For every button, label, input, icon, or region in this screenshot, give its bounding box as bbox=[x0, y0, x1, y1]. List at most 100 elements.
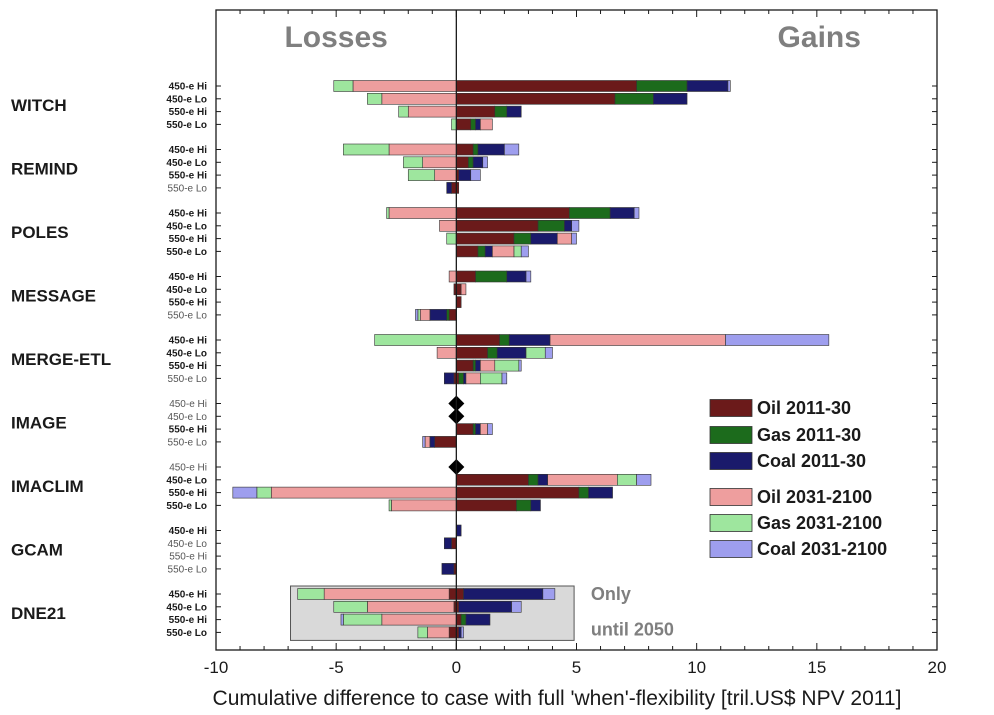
bar-segment-gas-2031-2100 bbox=[446, 232, 457, 245]
bar-segment-coal-2011-30 bbox=[463, 372, 467, 385]
note-label-until: until 2050 bbox=[591, 619, 674, 639]
bar-segment-coal-2011-30 bbox=[446, 182, 452, 194]
row-label: 550-e Lo bbox=[168, 310, 208, 321]
bar-segment-gas-2011-30 bbox=[537, 220, 565, 232]
bar-segment-gas-2011-30 bbox=[472, 423, 476, 435]
bar-segment-gas-2031-2100 bbox=[494, 359, 520, 372]
bar-segment-coal-2011-30 bbox=[465, 613, 491, 626]
ticks-layer: -10 -5 0 5 10 15 20 bbox=[204, 10, 947, 677]
x-tick-label: 15 bbox=[807, 658, 826, 677]
bar-segment-oil-2011-30 bbox=[456, 207, 570, 219]
bar-segment-coal-2011-30 bbox=[653, 93, 688, 105]
bar-segment-oil-2011-30 bbox=[456, 93, 616, 105]
bar-segment-coal-2031-2100 bbox=[727, 80, 731, 92]
bar-segment-coal-2011-30 bbox=[441, 563, 455, 575]
row-label: 550-e Lo bbox=[168, 564, 208, 575]
bar-segment-gas-2031-2100 bbox=[333, 80, 354, 92]
bar-segment-gas-2031-2100 bbox=[417, 309, 421, 321]
bar-segment-gas-2011-30 bbox=[475, 270, 508, 283]
row-label: 550-e Hi bbox=[169, 615, 208, 626]
bar-segment-oil-2031-2100 bbox=[388, 207, 457, 219]
bar-segment-gas-2031-2100 bbox=[617, 473, 637, 486]
bar-segment-oil-2011-30 bbox=[456, 80, 637, 92]
bar-segment-coal-2031-2100 bbox=[460, 626, 464, 639]
row-label: 550-e Hi bbox=[169, 552, 207, 563]
row-label: 450-e Lo bbox=[166, 285, 207, 296]
bar-segment-oil-2031-2100 bbox=[492, 245, 515, 258]
row-label: 550-e Hi bbox=[169, 488, 208, 499]
bar-segment-coal-2031-2100 bbox=[340, 613, 344, 626]
bar-segment-coal-2011-30 bbox=[477, 143, 505, 156]
bar-segment-oil-2011-30 bbox=[448, 309, 457, 321]
bar-segment-coal-2031-2100 bbox=[511, 600, 522, 613]
bar-segment-oil-2031-2100 bbox=[547, 473, 618, 486]
row-label: 450-e Hi bbox=[169, 526, 208, 537]
bar-segment-coal-2031-2100 bbox=[482, 156, 488, 169]
bar-segment-oil-2031-2100 bbox=[323, 588, 450, 600]
bar-segment-oil-2031-2100 bbox=[367, 600, 455, 613]
bar-segment-oil-2011-30 bbox=[456, 613, 462, 626]
x-axis-label: Cumulative difference to case with full … bbox=[213, 687, 902, 710]
bar-segment-gas-2011-30 bbox=[446, 309, 450, 321]
bar-segment-gas-2011-30 bbox=[516, 499, 532, 512]
bar-segment-coal-2011-30 bbox=[496, 346, 527, 359]
model-label-imaclim: IMACLIM bbox=[11, 477, 84, 496]
bar-segment-oil-2031-2100 bbox=[460, 283, 467, 296]
row-label: 450-e Lo bbox=[166, 475, 207, 486]
bar-segment-coal-2031-2100 bbox=[501, 372, 508, 385]
bar-segment-oil-2011-30 bbox=[451, 537, 457, 550]
bar-segment-oil-2031-2100 bbox=[424, 436, 431, 448]
row-label: 550-e Hi bbox=[169, 234, 208, 245]
bar-segment-oil-2011-30 bbox=[456, 270, 476, 283]
row-label: 450-e Hi bbox=[169, 590, 208, 601]
bar-segment-oil-2031-2100 bbox=[270, 486, 457, 499]
bar-segment-coal-2011-30 bbox=[463, 588, 544, 600]
bar-segment-coal-2031-2100 bbox=[571, 232, 577, 245]
legend-swatch-coal-2031-2100 bbox=[709, 540, 753, 558]
row-label: 450-e Hi bbox=[169, 272, 208, 283]
bar-segment-oil-2031-2100 bbox=[381, 613, 457, 626]
row-label: 450-e Hi bbox=[169, 336, 208, 347]
legend-swatch-oil-2011-30 bbox=[709, 399, 753, 417]
bar-segment-coal-2011-30 bbox=[475, 359, 481, 372]
bar-segment-gas-2011-30 bbox=[528, 473, 539, 486]
legend-label-coal-2011-30: Coal 2011-30 bbox=[757, 451, 866, 471]
row-label: 450-e Hi bbox=[169, 145, 208, 156]
bar-segment-gas-2031-2100 bbox=[297, 588, 325, 600]
model-label-merge-etl: MERGE-ETL bbox=[11, 350, 111, 369]
bar-segment-gas-2031-2100 bbox=[480, 372, 503, 385]
bar-segment-oil-2011-30 bbox=[448, 588, 457, 600]
x-tick-label: 10 bbox=[687, 658, 706, 677]
bar-segment-coal-2011-30 bbox=[475, 118, 481, 131]
bar-segment-oil-2011-30 bbox=[456, 346, 488, 359]
bar-segment-gas-2011-30 bbox=[468, 156, 474, 169]
bar-segment-oil-2011-30 bbox=[456, 220, 539, 232]
bar-segment-gas-2031-2100 bbox=[256, 486, 272, 499]
bar-segment-oil-2031-2100 bbox=[480, 359, 496, 372]
bar-segment-gas-2011-30 bbox=[568, 207, 611, 219]
bar-segment-coal-2011-30 bbox=[609, 207, 635, 219]
x-tick-label: 20 bbox=[928, 658, 947, 677]
row-label: 550-e Lo bbox=[166, 628, 207, 639]
row-label: 450-e Lo bbox=[168, 412, 208, 423]
x-tick-label: -10 bbox=[204, 658, 229, 677]
bar-segment-oil-2011-30 bbox=[456, 486, 580, 499]
bar-segment-gas-2011-30 bbox=[472, 143, 479, 156]
legend: Oil 2011-30 Gas 2011-30 Coal 2011-30 Oil 20… bbox=[709, 398, 887, 559]
row-label: 450-e Lo bbox=[166, 94, 207, 105]
bar-segment-gas-2031-2100 bbox=[513, 245, 522, 258]
legend-label-oil-2011-30: Oil 2011-30 bbox=[757, 398, 851, 418]
bar-segment-coal-2031-2100 bbox=[518, 359, 522, 372]
bar-segment-coal-2011-30 bbox=[456, 524, 462, 537]
row-label: 450-e Lo bbox=[166, 221, 207, 232]
bar-segment-oil-2031-2100 bbox=[480, 118, 493, 131]
row-label: 550-e Hi bbox=[169, 361, 208, 372]
bar-segment-coal-2011-30 bbox=[564, 220, 572, 232]
bar-segment-coal-2011-30 bbox=[530, 499, 541, 512]
bar-segment-oil-2011-30 bbox=[456, 232, 515, 245]
bar-segment-oil-2031-2100 bbox=[388, 143, 457, 156]
bar-segment-coal-2011-30 bbox=[686, 80, 729, 92]
bar-segment-coal-2031-2100 bbox=[636, 473, 652, 486]
x-tick-label: -5 bbox=[329, 658, 344, 677]
row-label: 550-e Lo bbox=[166, 247, 207, 258]
